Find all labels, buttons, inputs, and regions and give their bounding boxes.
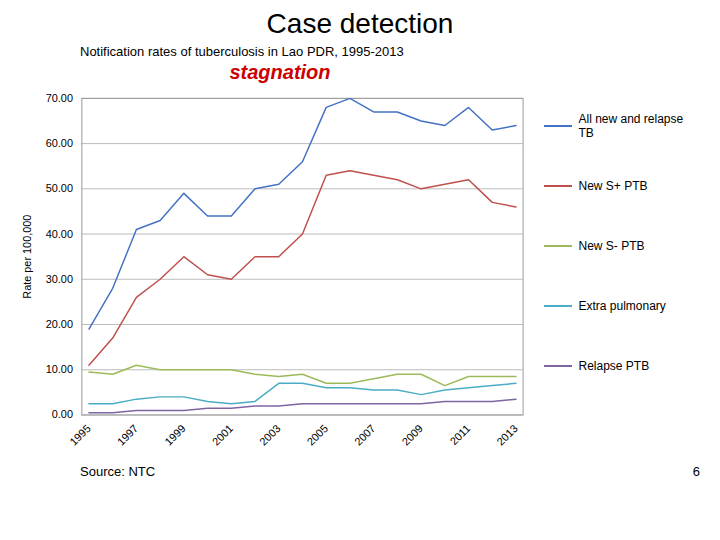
svg-text:20.00: 20.00 [46, 318, 73, 330]
svg-text:40.00: 40.00 [46, 228, 73, 240]
svg-text:60.00: 60.00 [46, 137, 73, 149]
svg-text:50.00: 50.00 [46, 182, 73, 194]
svg-text:Rate per 100,000: Rate per 100,000 [21, 215, 33, 299]
svg-text:70.00: 70.00 [46, 92, 73, 104]
svg-text:1997: 1997 [115, 422, 141, 448]
html-text:6: 6 [692, 464, 700, 479]
html-text:Relapse PTB: Relapse PTB [578, 359, 650, 373]
svg-text:0.00: 0.00 [52, 408, 73, 420]
html-text:Case detection: Case detection [266, 8, 454, 39]
svg-text:2013: 2013 [494, 422, 520, 448]
html-text:New S- PTB: New S- PTB [578, 239, 645, 253]
svg-text:2009: 2009 [399, 422, 425, 448]
html-text:New S+ PTB: New S+ PTB [578, 179, 648, 193]
svg-text:2011: 2011 [447, 422, 472, 447]
svg-text:2007: 2007 [352, 422, 378, 448]
svg-text:1995: 1995 [67, 422, 93, 448]
html-text:Source: NTC: Source: NTC [80, 464, 156, 479]
html-text:stagnation: stagnation [229, 61, 331, 83]
html-text:Notification rates of tubercul: Notification rates of tuberculosis in La… [80, 44, 404, 59]
svg-text:2001: 2001 [210, 422, 236, 448]
svg-text:2005: 2005 [304, 422, 330, 448]
svg-text:30.00: 30.00 [46, 273, 73, 285]
svg-text:2003: 2003 [257, 422, 283, 448]
html-text:Extra pulmonary: Extra pulmonary [578, 299, 666, 313]
svg-text:1999: 1999 [162, 422, 188, 448]
html-text:All new and relapse TB: All new and relapse TB [578, 112, 684, 140]
svg-text:10.00: 10.00 [46, 363, 73, 375]
